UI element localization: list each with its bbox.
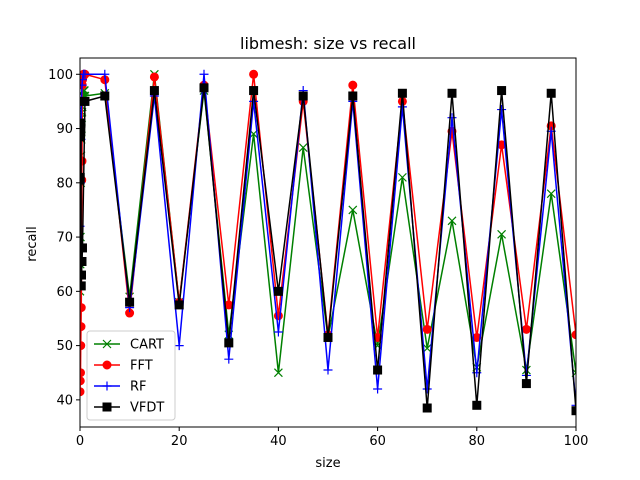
data-point-vfdt	[273, 286, 283, 296]
legend-label-fft: FFT	[130, 359, 153, 374]
data-point-vfdt	[125, 297, 135, 307]
data-point-rf	[249, 96, 259, 106]
data-point-vfdt	[546, 88, 556, 98]
legend-label-vfdt: VFDT	[130, 401, 164, 416]
data-point-vfdt	[521, 379, 531, 389]
y-tick-label: 90	[56, 122, 73, 137]
data-point-vfdt	[323, 332, 333, 342]
y-tick-label: 70	[56, 231, 73, 246]
x-tick-label: 20	[171, 434, 188, 449]
data-point-vfdt	[472, 400, 482, 410]
axis-ticks: 0 20 40 60 80 100 40 50 60 70 80 90 100	[48, 68, 588, 449]
data-point-fft	[348, 80, 358, 90]
data-point-fft	[80, 341, 86, 351]
data-point-vfdt	[497, 86, 507, 96]
y-tick-label: 40	[56, 393, 73, 408]
data-point-fft	[521, 324, 531, 334]
data-point-rf	[397, 102, 407, 112]
data-point-vfdt	[174, 300, 184, 310]
data-point-vfdt	[571, 406, 576, 416]
data-point-cart	[348, 205, 358, 215]
series-group	[80, 69, 576, 416]
legend-label-cart: CART	[130, 338, 164, 353]
data-point-vfdt	[199, 83, 209, 93]
y-axis-label: recall	[25, 226, 40, 261]
legend-box	[86, 330, 176, 421]
data-point-cart	[447, 216, 457, 226]
data-point-cart	[273, 368, 283, 378]
data-point-vfdt	[80, 118, 86, 128]
data-point-vfdt	[422, 403, 432, 413]
data-point-vfdt	[447, 88, 457, 98]
data-point-vfdt	[249, 86, 259, 96]
legend-marker-fft	[102, 360, 112, 370]
x-tick-label: 60	[369, 434, 386, 449]
data-point-vfdt	[80, 243, 87, 253]
data-point-cart	[546, 189, 556, 199]
data-point-vfdt	[80, 270, 86, 280]
data-point-vfdt	[373, 365, 383, 375]
data-point-cart	[298, 143, 308, 152]
y-tick-label: 80	[56, 176, 73, 191]
data-point-cart	[397, 172, 407, 182]
data-point-vfdt	[80, 256, 87, 266]
legend-label-rf: RF	[130, 380, 147, 395]
data-point-vfdt	[80, 96, 90, 106]
legend-marker-rf	[102, 381, 112, 391]
data-point-rf	[323, 365, 333, 375]
data-point-vfdt	[348, 91, 358, 101]
data-point-vfdt	[224, 338, 234, 348]
data-point-fft	[249, 69, 259, 79]
data-point-rf	[571, 400, 576, 410]
data-point-rf	[199, 69, 209, 79]
y-tick-label: 100	[48, 68, 73, 83]
data-point-fft	[80, 303, 86, 313]
data-point-cart	[497, 229, 507, 239]
x-tick-label: 40	[270, 434, 287, 449]
legend-marker-vfdt	[102, 402, 112, 412]
chart-title: libmesh: size vs recall	[240, 34, 416, 53]
data-point-vfdt	[298, 91, 308, 101]
data-point-fft	[571, 330, 576, 340]
legend: CART FFT RF VFDT	[86, 330, 176, 421]
data-point-fft	[80, 387, 85, 397]
data-point-vfdt	[397, 88, 407, 98]
data-point-rf	[273, 327, 283, 337]
data-point-rf	[100, 69, 110, 79]
data-point-rf	[80, 75, 87, 85]
data-point-vfdt	[80, 281, 86, 291]
data-point-fft	[149, 72, 159, 82]
y-tick-label: 50	[56, 339, 73, 354]
data-point-rf	[80, 69, 90, 79]
data-point-vfdt	[100, 91, 110, 101]
data-point-rf	[497, 105, 507, 115]
data-point-rf	[373, 384, 383, 394]
data-point-rf	[422, 384, 432, 394]
y-tick-label: 60	[56, 285, 73, 300]
plot-area	[79, 57, 577, 428]
x-tick-label: 100	[564, 434, 589, 449]
plot-frame	[79, 57, 577, 428]
x-tick-label: 80	[469, 434, 486, 449]
x-tick-label: 0	[76, 434, 84, 449]
data-point-rf	[447, 113, 457, 123]
data-point-fft	[80, 322, 86, 332]
legend-marker-cart	[102, 339, 112, 349]
x-axis-label: size	[315, 456, 340, 471]
data-point-rf	[174, 341, 184, 351]
data-point-vfdt	[149, 86, 159, 96]
data-point-fft	[422, 324, 432, 334]
data-point-rf	[224, 354, 234, 364]
